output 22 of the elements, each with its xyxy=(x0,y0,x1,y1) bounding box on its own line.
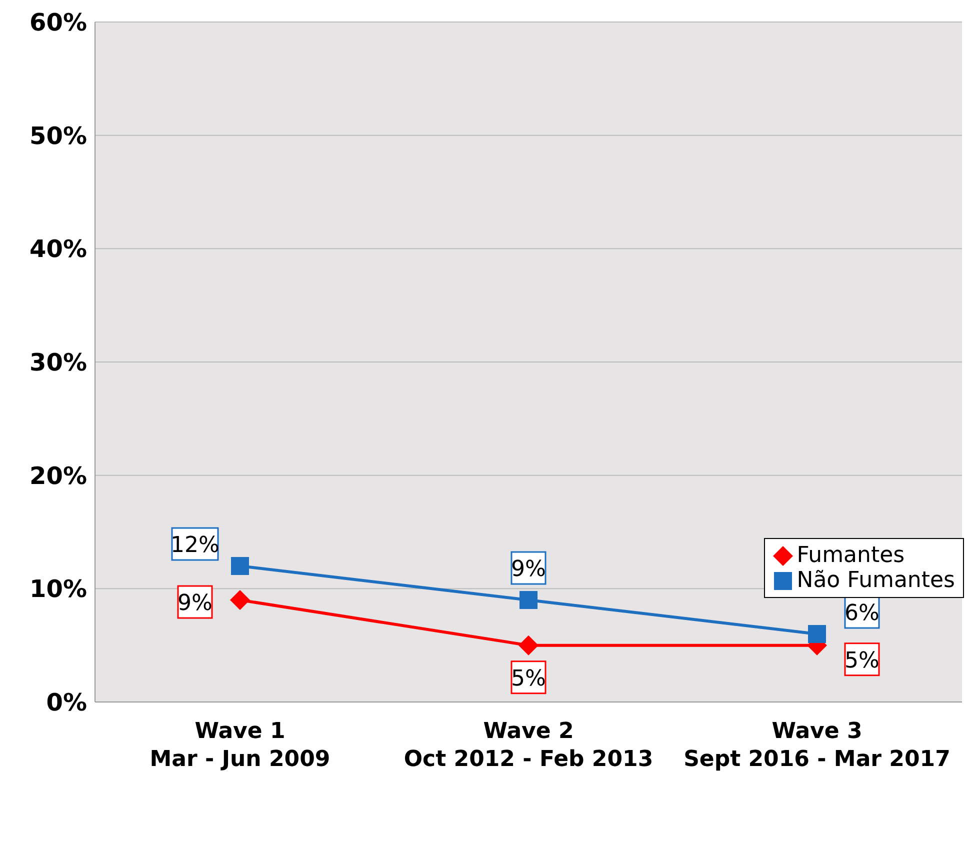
data-label: 9% xyxy=(511,557,546,582)
y-tick-label: 10% xyxy=(30,575,87,604)
x-tick-label: Wave 1 Mar - Jun 2009 xyxy=(150,719,330,772)
point xyxy=(518,635,538,656)
data-label: 5% xyxy=(844,648,880,674)
legend-label: Fumantes xyxy=(796,543,905,568)
y-tick-label: 40% xyxy=(30,235,87,264)
point xyxy=(520,591,538,609)
point xyxy=(231,557,249,575)
legend-label: Não Fumantes xyxy=(796,568,955,593)
point xyxy=(808,625,826,643)
data-label: 5% xyxy=(511,666,546,692)
x-tick-label: Wave 3 Sept 2016 - Mar 2017 xyxy=(684,719,950,772)
y-tick-label: 60% xyxy=(30,8,87,37)
y-tick-label: 30% xyxy=(30,348,87,377)
point xyxy=(230,590,250,610)
data-label: 6% xyxy=(844,601,880,626)
y-tick-label: 0% xyxy=(46,688,87,717)
data-label: 9% xyxy=(178,591,212,616)
y-tick-label: 20% xyxy=(30,462,87,490)
x-tick-label: Wave 2 Oct 2012 - Feb 2013 xyxy=(404,719,654,772)
y-tick-label: 50% xyxy=(30,122,87,150)
